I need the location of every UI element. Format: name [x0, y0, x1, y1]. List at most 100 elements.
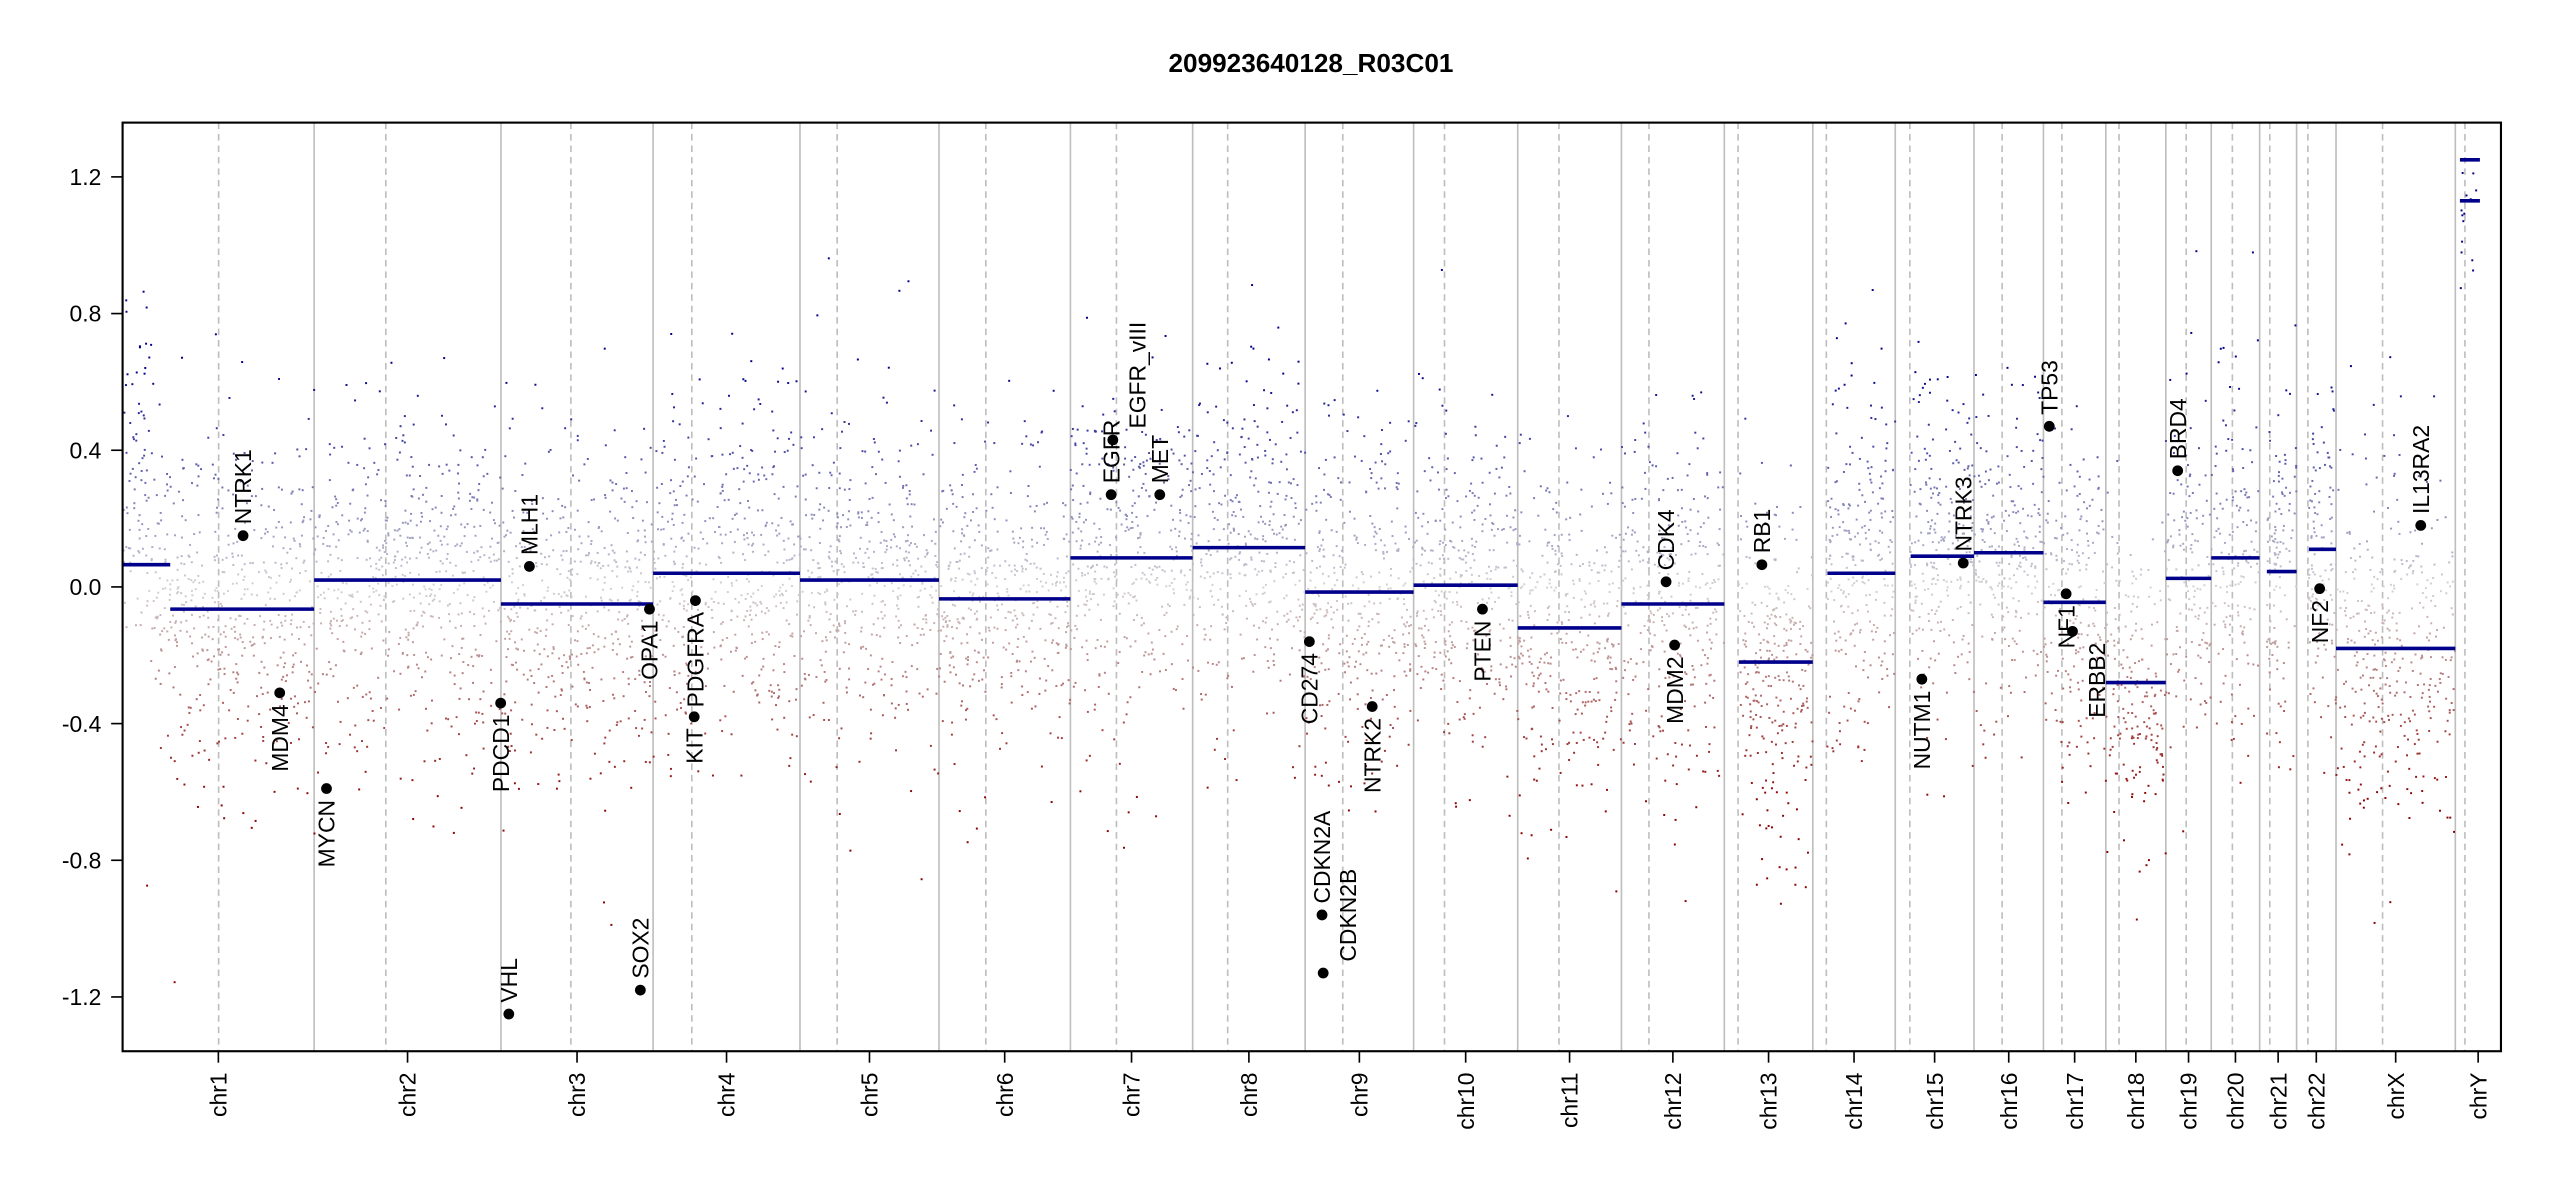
probe-point	[1272, 711, 1275, 714]
probe-point	[629, 570, 632, 573]
probe-point	[641, 519, 644, 522]
probe-point	[811, 464, 814, 467]
probe-point	[1091, 593, 1094, 596]
probe-point	[1550, 632, 1553, 635]
probe-point	[1548, 582, 1551, 585]
probe-point	[965, 657, 968, 660]
probe-point	[1765, 779, 1768, 782]
probe-point	[1712, 696, 1715, 699]
probe-point	[1021, 442, 1024, 445]
probe-point	[710, 597, 713, 600]
probe-point	[546, 619, 549, 622]
probe-point	[1395, 481, 1398, 484]
probe-point	[1027, 584, 1030, 587]
probe-point	[445, 557, 448, 560]
probe-point	[643, 529, 646, 532]
probe-point	[585, 704, 588, 707]
probe-point	[406, 536, 409, 539]
probe-point	[1615, 691, 1618, 694]
probe-point	[463, 582, 466, 585]
probe-point	[635, 727, 638, 730]
probe-point	[1344, 735, 1347, 738]
probe-point	[433, 598, 436, 601]
probe-point	[974, 464, 977, 466]
probe-point	[570, 573, 573, 576]
probe-point	[1693, 676, 1696, 679]
probe-point	[752, 542, 755, 545]
probe-point	[962, 617, 965, 620]
probe-point	[1249, 600, 1252, 603]
probe-point	[1679, 708, 1682, 710]
probe-point	[604, 637, 607, 640]
probe-point	[794, 495, 797, 498]
probe-point	[1589, 603, 1592, 606]
probe-point	[1047, 665, 1050, 668]
probe-point	[1234, 515, 1237, 518]
probe-point	[212, 625, 215, 628]
probe-point	[439, 525, 442, 528]
probe-point	[663, 445, 666, 448]
probe-point	[1156, 576, 1159, 579]
probe-point	[1353, 455, 1356, 458]
probe-point	[720, 561, 723, 564]
probe-point	[1489, 587, 1492, 590]
probe-point	[215, 427, 218, 430]
probe-point	[822, 701, 825, 704]
probe-point	[1391, 535, 1394, 537]
probe-point	[971, 678, 974, 681]
probe-point	[654, 717, 657, 720]
probe-point	[223, 673, 226, 676]
probe-point	[968, 573, 971, 576]
probe-point	[1566, 605, 1569, 608]
probe-point	[1268, 524, 1271, 526]
probe-point	[685, 609, 688, 612]
probe-point	[1122, 721, 1125, 724]
probe-point	[621, 619, 624, 622]
probe-point	[365, 382, 368, 385]
probe-point	[652, 557, 655, 560]
probe-point	[1631, 712, 1634, 715]
probe-point	[1016, 646, 1019, 649]
probe-point	[905, 550, 908, 553]
probe-point	[261, 635, 264, 638]
probe-point	[1256, 443, 1259, 446]
probe-point	[1564, 594, 1567, 597]
probe-point	[1103, 565, 1106, 568]
probe-point	[993, 518, 996, 521]
probe-point	[1437, 610, 1440, 613]
probe-point	[762, 665, 765, 668]
probe-point	[649, 681, 652, 684]
probe-point	[625, 487, 628, 490]
probe-point	[1754, 671, 1757, 674]
probe-point	[1632, 763, 1635, 766]
probe-point	[799, 537, 802, 540]
probe-point	[1655, 465, 1658, 468]
probe-point	[1694, 606, 1697, 609]
probe-point	[757, 398, 760, 401]
probe-point	[440, 495, 443, 497]
probe-point	[393, 538, 396, 541]
probe-point	[1056, 557, 1059, 560]
probe-point	[1661, 640, 1664, 643]
probe-point	[482, 508, 485, 511]
probe-point	[1520, 511, 1523, 514]
probe-point	[1609, 661, 1612, 664]
probe-point	[1349, 681, 1352, 684]
probe-point	[203, 592, 206, 595]
probe-point	[1407, 743, 1410, 746]
probe-point	[671, 590, 674, 593]
probe-point	[896, 595, 899, 598]
probe-point	[409, 694, 412, 697]
probe-point	[1565, 518, 1568, 521]
probe-point	[1444, 528, 1447, 531]
probe-point	[651, 636, 654, 639]
probe-point	[1259, 505, 1262, 508]
probe-point	[1285, 620, 1288, 623]
probe-point	[1494, 600, 1497, 603]
probe-point	[871, 567, 874, 570]
probe-point	[933, 389, 936, 392]
probe-point	[1191, 549, 1194, 552]
probe-point	[1388, 645, 1391, 648]
probe-point	[1421, 634, 1424, 637]
probe-point	[1159, 437, 1162, 440]
